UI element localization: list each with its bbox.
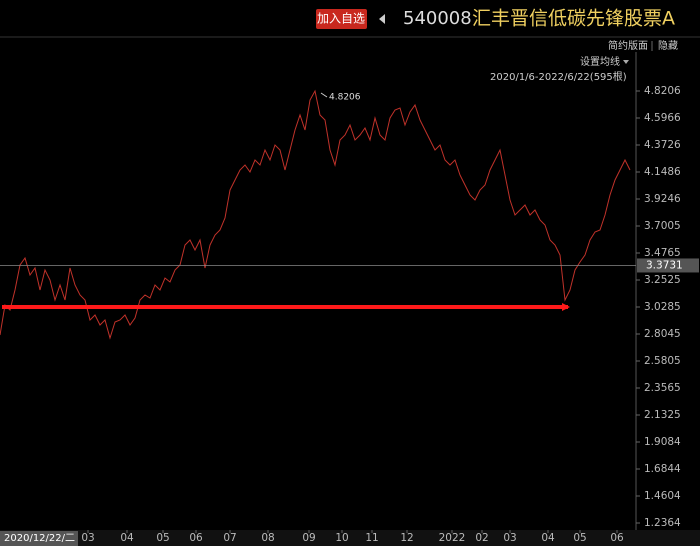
price-line (0, 89, 631, 340)
y-tick-label: 2.1325 (644, 409, 681, 421)
crosshair-date-box (0, 531, 78, 546)
y-tick-label: 3.2525 (644, 274, 681, 286)
y-tick-label: 3.9246 (644, 193, 681, 205)
max-pointer (320, 92, 328, 98)
x-tick-label: 04 (120, 532, 134, 544)
y-tick-label: 2.3565 (644, 382, 681, 394)
x-tick-label: 03 (81, 532, 94, 544)
trend-end (562, 303, 570, 312)
x-tick-label: 08 (261, 532, 274, 544)
x-tick-label: 06 (610, 532, 624, 544)
plot: 4.8206 4.5966 4.3726 4.1486 3.9246 3.7005 3.47… (0, 85, 699, 546)
max-label: 4.8206 (329, 93, 361, 103)
y-tick-label: 3.4765 (644, 247, 681, 259)
x-tick-label: 03 (503, 532, 516, 544)
x-tick-label: 11 (365, 532, 378, 544)
x-tick-label: 04 (541, 532, 555, 544)
x-tick-label: 02 (475, 532, 488, 544)
x-tick-label: 05 (156, 532, 169, 544)
y-tick-label: 4.5966 (644, 112, 681, 124)
x-tick-label: 12 (400, 532, 413, 544)
y-tick-label: 2.8045 (644, 328, 681, 340)
x-tick-label: 09 (302, 532, 315, 544)
fund-code: 540008 (403, 8, 472, 29)
y-tick-label: 3.7005 (644, 220, 681, 232)
add-button[interactable] (316, 9, 367, 29)
x-tick-label: 2022 (439, 532, 466, 544)
x-axis-bar (0, 530, 700, 546)
x-tick-label: 10 (335, 532, 348, 544)
y-tick-label: 4.1486 (644, 166, 681, 178)
y-tick-label: 1.2364 (644, 517, 681, 529)
y-tick-label: 4.3726 (644, 139, 681, 151)
y-tick-label: 1.6844 (644, 463, 681, 475)
x-tick-label: 05 (573, 532, 586, 544)
date-range: 2020/1/6-2022/6/22(595根) (490, 70, 627, 83)
crosshair-value: 3.3731 (646, 259, 683, 271)
y-tick-label: 1.9084 (644, 436, 681, 448)
y-tick-label: 3.0285 (644, 301, 681, 313)
fund-name: 汇丰晋信低碳先锋股票A (472, 8, 675, 30)
y-tick-label: 4.8206 (644, 85, 681, 97)
crosshair-date: 2020/12/22/二 (4, 533, 75, 544)
layout-button[interactable]: 简约版面 (608, 39, 648, 52)
back-arrow[interactable] (379, 14, 385, 24)
add-button-text[interactable]: 加入自选 (317, 12, 365, 26)
crosshair-value-box (637, 258, 699, 273)
y-tick-label: 1.4604 (644, 490, 681, 502)
ma-setting[interactable]: 设置均线 (580, 55, 620, 68)
dropdown-arrow[interactable] (623, 60, 629, 64)
y-tick-label: 2.5805 (644, 355, 681, 367)
hide-button[interactable]: 隐藏 (658, 40, 678, 52)
x-tick-label: 06 (189, 532, 203, 544)
x-tick-label: 07 (223, 532, 236, 544)
